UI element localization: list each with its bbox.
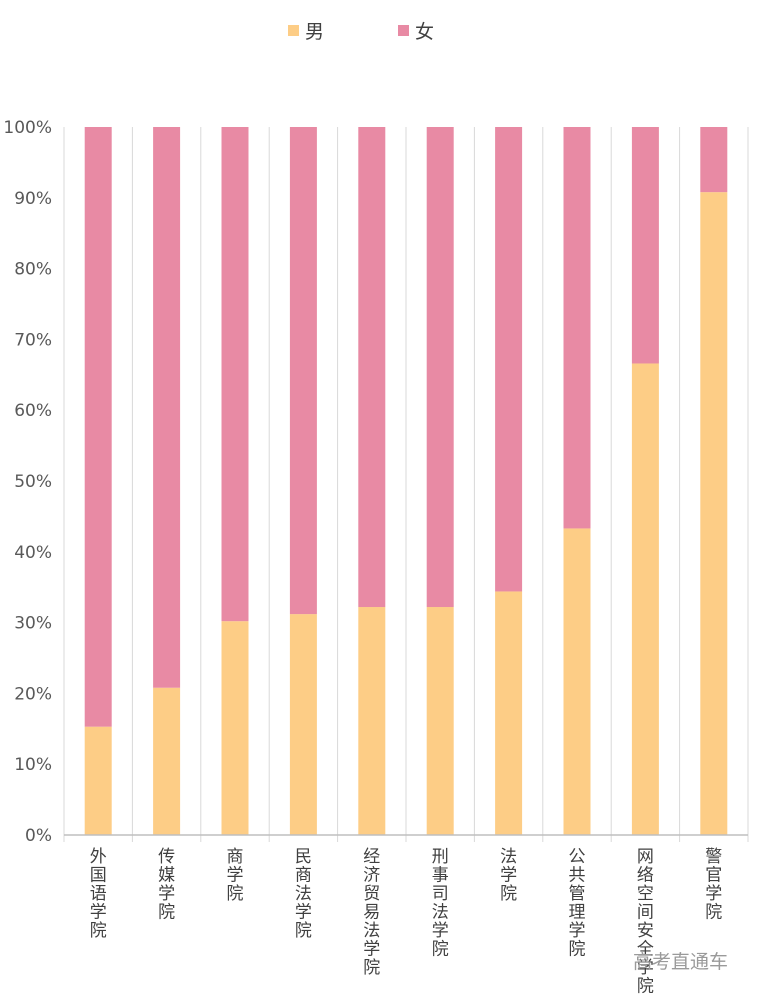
bar-female	[221, 127, 249, 622]
bar-female	[358, 127, 386, 608]
x-tick-label: 经济贸易法学院	[363, 847, 380, 978]
bar-male	[631, 363, 659, 835]
bar-female	[426, 127, 454, 608]
bar-female	[563, 127, 591, 529]
y-tick-label: 40%	[14, 543, 52, 563]
bar-male	[563, 528, 591, 835]
bar-male	[153, 687, 181, 835]
x-tick-label: 警官学院	[705, 847, 722, 923]
bar-male	[700, 192, 728, 836]
y-tick-label: 90%	[14, 189, 52, 209]
y-tick-label: 50%	[14, 472, 52, 492]
watermark-text: 高考直通车	[633, 951, 728, 973]
y-tick-label: 10%	[14, 755, 52, 775]
y-tick-label: 80%	[14, 260, 52, 280]
y-tick-label: 100%	[3, 118, 52, 138]
bar-female	[289, 127, 317, 615]
legend-swatch-1	[398, 25, 409, 36]
bar-male	[495, 591, 523, 835]
bar-male	[221, 621, 249, 835]
bar-female	[495, 127, 523, 592]
bars	[84, 127, 728, 836]
legend-label-0: 男	[305, 21, 324, 43]
x-tick-label: 传媒学院	[158, 847, 175, 923]
y-tick-label: 30%	[14, 614, 52, 634]
x-tick-label: 网络空间安全学院	[637, 847, 654, 997]
x-tick-label: 外国语学院	[90, 847, 107, 941]
x-axis: 外国语学院 传媒学院 商学院 民商法学院 经济贸易法学院 刑事司法学院 法学院 公共管理学院 网…	[64, 834, 748, 997]
bar-female	[700, 127, 728, 193]
x-tick-label: 公共管理学院	[569, 847, 586, 960]
bar-female	[631, 127, 659, 364]
bar-female	[84, 127, 112, 727]
bar-male	[289, 614, 317, 835]
x-tick-label: 法学院	[500, 847, 517, 904]
gridlines	[63, 127, 749, 842]
bar-male	[358, 607, 386, 835]
y-axis: 0% 10% 20% 30% 40% 50% 60% 70% 80% 90% 100%	[3, 118, 52, 846]
y-tick-label: 70%	[14, 330, 52, 350]
x-tick-label: 民商法学院	[295, 847, 312, 941]
legend-label-1: 女	[415, 21, 434, 43]
bar-male	[84, 726, 112, 835]
legend: 男女	[288, 21, 434, 43]
x-tick-label: 刑事司法学院	[432, 847, 449, 960]
y-tick-label: 0%	[25, 826, 52, 846]
bar-female	[153, 127, 181, 688]
y-tick-label: 20%	[14, 684, 52, 704]
bar-male	[426, 607, 454, 835]
x-tick-label: 商学院	[227, 847, 244, 904]
legend-swatch-0	[288, 25, 299, 36]
y-tick-label: 60%	[14, 401, 52, 421]
